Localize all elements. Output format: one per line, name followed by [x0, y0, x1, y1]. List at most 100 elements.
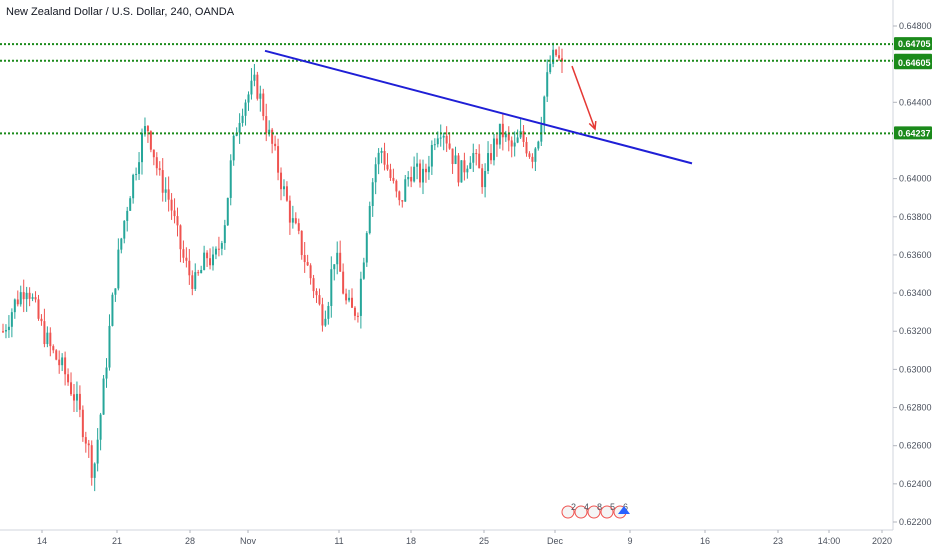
- candle: [300, 230, 303, 260]
- candle-body: [25, 292, 28, 300]
- candle-body: [330, 269, 333, 306]
- candle: [427, 155, 430, 180]
- forecast-arrow-head: [588, 120, 597, 131]
- candle-body: [102, 378, 105, 415]
- candle: [262, 88, 265, 121]
- candle: [478, 144, 481, 169]
- event-marker-count: 4: [584, 502, 589, 512]
- candle-body: [170, 199, 173, 211]
- price-level-badge: [894, 37, 932, 51]
- y-tick-label: 0.64800: [899, 21, 932, 31]
- candle-body: [342, 271, 345, 294]
- candle-body: [271, 129, 274, 144]
- y-tick-label: 0.63000: [899, 364, 932, 374]
- candle-body: [262, 93, 265, 117]
- candle-body: [348, 297, 351, 301]
- candle: [220, 240, 223, 256]
- candle: [191, 270, 194, 296]
- candle-body: [475, 153, 478, 155]
- candle-body: [67, 374, 70, 383]
- candle: [280, 167, 283, 201]
- candle: [209, 248, 212, 270]
- candle: [211, 246, 214, 271]
- candle-body: [460, 160, 463, 183]
- candle-body: [303, 255, 306, 263]
- candle: [306, 254, 309, 267]
- event-marker-flag: [561, 505, 575, 519]
- candle-body: [327, 305, 330, 319]
- candle: [469, 156, 472, 170]
- candle-body: [52, 346, 55, 351]
- candle-body: [135, 173, 138, 175]
- candle: [537, 140, 540, 151]
- candle: [475, 149, 478, 166]
- candle: [259, 85, 262, 112]
- x-tick-label: 14:00: [818, 536, 841, 546]
- candle-body: [99, 414, 102, 440]
- candle: [510, 136, 513, 158]
- candle: [552, 42, 555, 68]
- candle: [395, 179, 398, 198]
- forecast-arrow: [571, 65, 596, 130]
- candle: [138, 152, 141, 180]
- candle-body: [552, 49, 555, 64]
- candle-body: [126, 210, 129, 221]
- candle: [466, 165, 469, 179]
- candle-body: [294, 218, 297, 224]
- candle: [52, 344, 55, 354]
- candle-body: [481, 168, 484, 188]
- candle: [229, 154, 232, 206]
- candle: [356, 312, 359, 323]
- candle-body: [214, 248, 217, 255]
- candle: [188, 248, 191, 285]
- candle: [244, 99, 247, 126]
- candle-body: [463, 160, 466, 173]
- candle: [129, 196, 132, 211]
- candle-body: [37, 299, 40, 319]
- candle: [223, 219, 226, 250]
- candle: [445, 126, 448, 152]
- candle: [164, 177, 167, 202]
- candle-body: [185, 257, 188, 261]
- price-level-badge: [894, 56, 932, 70]
- candle: [67, 368, 70, 386]
- candle: [170, 193, 173, 220]
- candle-body: [229, 160, 232, 198]
- candle-body: [274, 143, 277, 147]
- candle-body: [28, 292, 31, 299]
- candle: [158, 161, 161, 176]
- candle-body: [282, 186, 285, 190]
- candle: [217, 236, 220, 257]
- y-tick-label: 0.63600: [899, 250, 932, 260]
- candle: [84, 431, 87, 453]
- price-level-label: 0.64605: [898, 58, 931, 68]
- candle-body: [555, 49, 558, 56]
- candle: [430, 140, 433, 175]
- candle-body: [19, 292, 22, 305]
- candle-body: [469, 162, 472, 169]
- candle-body: [339, 252, 342, 272]
- candle-body: [256, 74, 259, 99]
- candle: [28, 287, 31, 307]
- candle: [351, 288, 354, 308]
- candle-body: [353, 307, 356, 316]
- candle-body: [81, 409, 84, 438]
- candle: [105, 358, 108, 388]
- y-tick-label: 0.64000: [899, 174, 932, 184]
- candle-body: [421, 168, 424, 183]
- candle-body: [531, 156, 534, 162]
- candle-body: [117, 249, 120, 289]
- candle: [463, 152, 466, 181]
- candle-body: [333, 264, 336, 270]
- candle: [232, 134, 235, 166]
- candle: [457, 153, 460, 187]
- candle: [75, 381, 78, 413]
- candle: [149, 130, 152, 153]
- candle: [392, 168, 395, 184]
- candle-body: [34, 297, 37, 300]
- candle-body: [558, 55, 561, 59]
- candle-body: [510, 140, 513, 147]
- candle: [179, 224, 182, 263]
- candle: [534, 147, 537, 172]
